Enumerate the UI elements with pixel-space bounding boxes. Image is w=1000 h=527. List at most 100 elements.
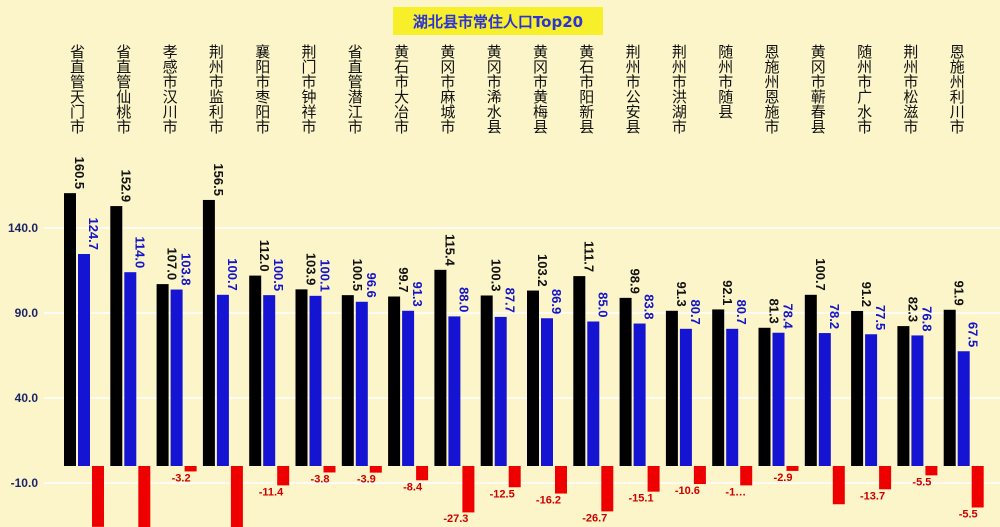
change-label: -12.5 [490, 488, 515, 500]
bar-total [110, 206, 123, 466]
bar-change [555, 466, 567, 494]
change-label: -1… [725, 486, 746, 498]
bar-second [402, 310, 415, 466]
bar-total [758, 327, 771, 466]
value-label: 100.5 [350, 259, 365, 292]
value-label: 77.5 [873, 305, 888, 330]
bar-second [957, 351, 970, 466]
bar-total [388, 296, 401, 466]
bar-total [64, 193, 76, 466]
value-label: 103.9 [304, 253, 319, 286]
change-label: -2.9 [774, 472, 793, 484]
change-label: -11.4 [259, 486, 284, 498]
bar-change [184, 466, 197, 472]
category-label: 荆州市监利市 [207, 44, 225, 134]
bar-total [665, 310, 678, 466]
bar-second [541, 318, 553, 466]
y-tick-label: 90.0 [15, 306, 39, 320]
category-labels: 省直管天门市 省直管仙桃市 孝感市汉川市 荆州市监利市 襄阳市枣阳市 荆门市钟祥市 省直管潜… [68, 44, 966, 134]
bar-second [679, 328, 692, 466]
bar-second [124, 272, 137, 466]
value-label: 78.4 [781, 303, 796, 329]
bar-change [925, 466, 938, 476]
bar-total [156, 284, 169, 466]
bar-second [448, 316, 461, 466]
value-label: 78.2 [827, 304, 842, 329]
value-label: 103.2 [535, 254, 550, 287]
bar-change [138, 466, 151, 527]
bar-change [879, 466, 892, 490]
bar-change [740, 466, 753, 486]
value-labels: 160.5 124.7 152.9 114.0 107.0 103.8 -3.2 156.5 1… [72, 157, 981, 525]
value-label: 67.5 [966, 322, 981, 347]
bar-total [249, 275, 262, 466]
category-label: 省直管天门市 [68, 44, 86, 134]
change-label: -26.7 [582, 512, 607, 524]
value-label: 112.0 [257, 240, 272, 272]
bar-change [971, 466, 984, 508]
value-label: 96.6 [364, 272, 379, 297]
bar-second [170, 289, 183, 466]
bar-total [434, 269, 447, 466]
bar-total [619, 297, 632, 466]
value-label: 156.5 [211, 163, 226, 196]
change-label: -13.7 [860, 490, 885, 502]
value-label: 85.0 [595, 292, 610, 317]
bar-change [416, 466, 429, 481]
bar-total [573, 276, 586, 466]
value-label: 76.8 [919, 306, 934, 331]
bar-change [277, 466, 290, 486]
change-label: -10.6 [675, 485, 700, 497]
bar-total [480, 295, 493, 466]
change-label: -3.9 [357, 474, 376, 486]
bar-change [832, 466, 845, 505]
bar-second [726, 328, 739, 466]
value-label: 88.0 [456, 287, 471, 312]
value-label: 91.2 [859, 282, 874, 307]
category-label: 荆门市钟祥市 [300, 44, 318, 134]
bar-second [865, 334, 878, 466]
value-label: 80.7 [688, 299, 703, 324]
value-label: 100.3 [489, 259, 504, 292]
bar-change [647, 466, 660, 492]
change-label: -5.5 [912, 476, 931, 488]
bar-change [786, 466, 799, 471]
bar-total [295, 289, 308, 466]
bar-change [369, 466, 382, 473]
change-label: -27.3 [443, 513, 468, 525]
bar-total [202, 199, 215, 466]
value-label: 98.9 [628, 269, 643, 294]
bar-change [601, 466, 614, 512]
bar-change [230, 466, 243, 527]
category-label: 黄石市阳新县 [577, 44, 595, 134]
value-label: 92.1 [720, 280, 735, 305]
category-label: 黄冈市麻城市 [438, 44, 456, 134]
bar-change [323, 466, 336, 473]
value-label: 87.7 [503, 288, 518, 313]
bar-second [263, 295, 276, 466]
bar-total [341, 295, 354, 466]
value-label: 114.0 [132, 236, 147, 268]
change-label: -8.4 [403, 481, 423, 493]
value-label: 100.1 [318, 259, 333, 292]
value-label: 83.8 [642, 294, 657, 319]
change-label: -15.1 [629, 493, 654, 505]
category-label: 黄冈市蕲春县 [809, 44, 827, 134]
change-label: -5.5 [959, 508, 978, 520]
category-label: 黄冈市浠水县 [485, 44, 503, 134]
bar-total [804, 294, 817, 466]
title-text: 湖北县市常住人口Top20 [413, 13, 583, 31]
bars [64, 193, 984, 527]
category-label: 恩施州恩施市 [763, 44, 781, 134]
value-label: 152.9 [118, 170, 133, 203]
value-label: 100.7 [813, 258, 828, 291]
category-label: 随州市随县 [716, 44, 734, 119]
bar-total [897, 326, 910, 466]
category-label: 荆州市公安县 [624, 44, 642, 134]
bar-second [216, 294, 229, 466]
value-label: 86.9 [549, 289, 564, 314]
title-box [393, 7, 603, 35]
value-label: 103.8 [179, 253, 194, 286]
bar-total [712, 309, 725, 466]
